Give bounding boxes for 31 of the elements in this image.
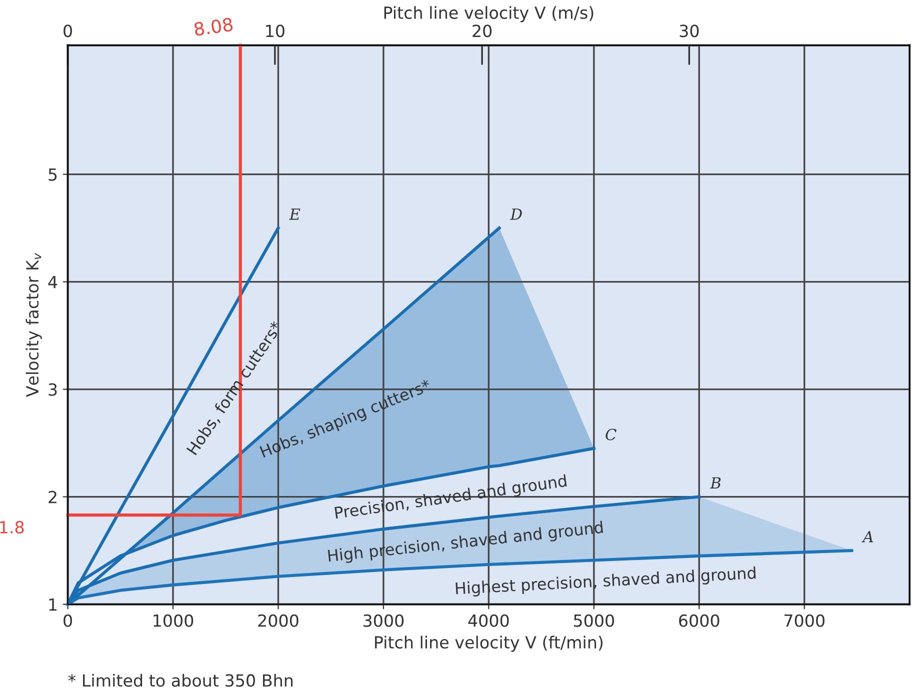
x2-tick-label: 10: [266, 24, 284, 38]
annotation: Precision, shaved and ground: [334, 474, 568, 522]
y-tick-label: 1: [49, 598, 57, 611]
y-tick-label: 4: [48, 276, 58, 288]
y-tick-label: 3: [48, 383, 57, 396]
x2-tick-label: 20: [472, 24, 492, 38]
series-label: D: [510, 208, 522, 220]
series-label: B: [710, 477, 721, 488]
annotation: 8.08: [194, 17, 234, 36]
x2-tick-label: 30: [680, 24, 699, 38]
x2-axis-title: Pitch line velocity V (m/s): [384, 6, 594, 22]
x-axis-title: Pitch line velocity V (ft/min): [375, 636, 603, 652]
x-tick-label: 4000: [468, 614, 509, 627]
x2-tick-label: 0: [64, 24, 72, 38]
y-tick-label: 2: [48, 490, 56, 504]
annotation: High precision, shaved and ground: [328, 520, 604, 565]
annotation: 1.8: [0, 520, 24, 534]
x-tick-label: 5000: [574, 614, 614, 627]
series-label: A: [862, 531, 874, 542]
x-tick-label: 2000: [258, 614, 298, 627]
text: * Limited to about 350 Bhn: [68, 674, 293, 687]
x-tick-label: 7000: [784, 614, 824, 627]
y-tick-label: 5: [48, 168, 57, 181]
x-tick-label: 6000: [679, 614, 720, 627]
x-tick-label: 3000: [364, 614, 404, 627]
series-label: C: [606, 428, 616, 440]
x-tick-label: 1000: [154, 614, 194, 627]
annotation: Highest precision, shaved and ground: [456, 566, 756, 598]
x-tick-label: 0: [64, 614, 72, 627]
series-label: E: [289, 208, 300, 220]
y-axis-title: Velocity factor K$_{v}$: [26, 252, 42, 398]
